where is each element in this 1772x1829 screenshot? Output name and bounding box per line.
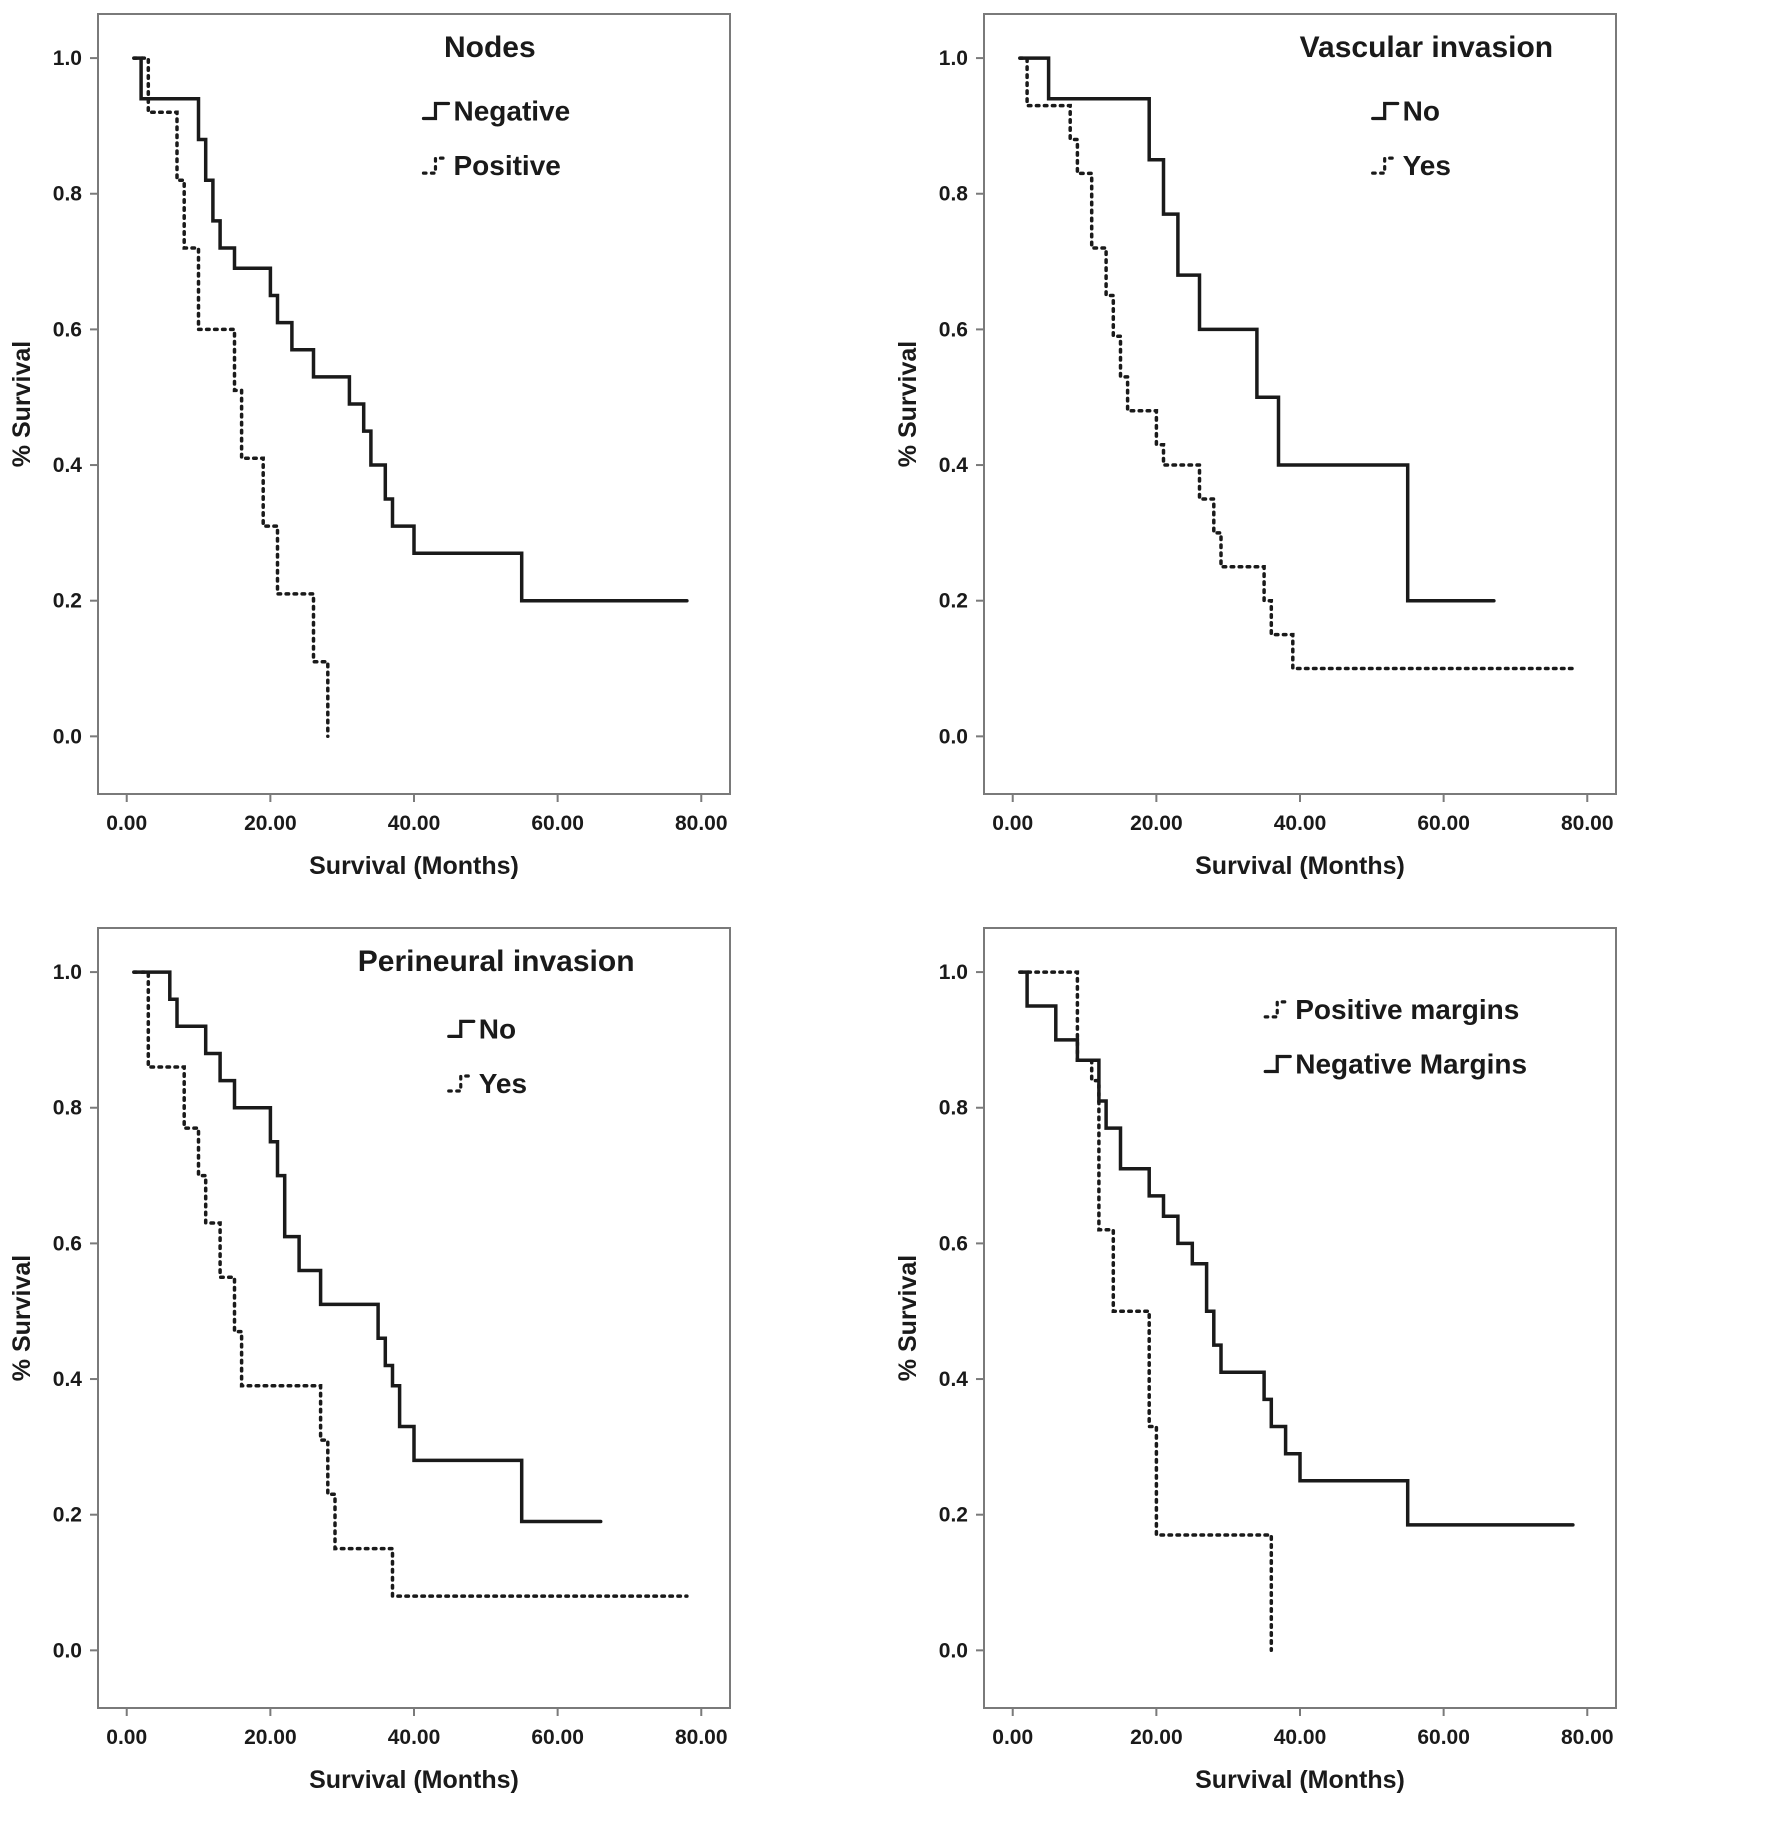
perineural-invasion-chart-svg: 0.00 20.00 40.00 60.00 80.00 0.0 0.2 0.4 0.6 0.8 1…	[8, 927, 731, 1794]
x-tick-label: 40.00	[388, 1726, 441, 1749]
x-tick-label: 20.00	[1130, 812, 1183, 835]
legend-key-solid	[1371, 101, 1400, 121]
chart-panel-perineural-invasion: 0.00 20.00 40.00 60.00 80.00 0.0 0.2 0.4 0.6 0.8 1…	[0, 914, 886, 1829]
survival-curve-no	[1018, 56, 1496, 603]
survival-curve-negative-margins	[1018, 970, 1575, 1527]
x-tick-label: 60.00	[531, 1726, 584, 1749]
y-axis-label: % Survival	[894, 1255, 922, 1381]
y-tick-label: 0.2	[53, 590, 82, 613]
x-axis-label: Survival (Months)	[1195, 852, 1405, 880]
legend-label: Yes	[1403, 150, 1451, 181]
y-tick-label: 0.8	[939, 183, 969, 206]
legend-label: No	[1403, 96, 1440, 127]
y-tick-label: 0.4	[939, 1368, 969, 1391]
y-tick-label: 0.8	[53, 183, 83, 206]
y-tick-label: 1.0	[939, 47, 968, 70]
chart-panel-vascular-invasion: 0.00 20.00 40.00 60.00 80.00 0.0 0.2 0.4 0.6 0.8 1…	[886, 0, 1772, 914]
y-tick-label: 1.0	[53, 961, 82, 984]
legend-title: Vascular invasion	[1300, 31, 1553, 64]
x-axis-label: Survival (Months)	[309, 1766, 519, 1794]
x-tick-label: 0.00	[106, 812, 147, 835]
y-axis-label: % Survival	[8, 1255, 36, 1381]
x-tick-label: 80.00	[675, 1726, 728, 1749]
margins-chart-svg: 0.00 20.00 40.00 60.00 80.00 0.0 0.2 0.4 0.6 0.8 1…	[894, 927, 1617, 1794]
vascular-invasion-chart-svg: 0.00 20.00 40.00 60.00 80.00 0.0 0.2 0.4 0.6 0.8 1…	[894, 13, 1617, 880]
x-tick-label: 80.00	[1561, 812, 1614, 835]
x-tick-label: 40.00	[1274, 812, 1327, 835]
y-tick-label: 0.0	[53, 1639, 82, 1662]
legend-key-solid	[447, 1019, 476, 1038]
y-tick-label: 0.2	[939, 590, 968, 613]
x-tick-label: 80.00	[1561, 1726, 1614, 1749]
legend-key-dotted	[421, 156, 451, 175]
legend-label: Yes	[479, 1068, 527, 1099]
plot-border	[97, 927, 731, 1709]
legend-key-dotted	[1263, 1000, 1292, 1019]
survival-curve-yes	[1018, 56, 1575, 671]
y-tick-label: 0.6	[53, 318, 82, 341]
x-tick-label: 20.00	[244, 1726, 297, 1749]
x-tick-label: 0.00	[992, 1726, 1033, 1749]
survival-curve-positive	[132, 56, 330, 739]
survival-curve-no	[132, 970, 603, 1524]
x-tick-label: 20.00	[1130, 1726, 1183, 1749]
y-tick-label: 0.4	[939, 454, 969, 477]
legend-key-dotted	[447, 1074, 476, 1093]
legend-key-solid	[421, 101, 451, 121]
x-tick-label: 60.00	[1417, 1726, 1470, 1749]
y-tick-label: 0.6	[939, 318, 968, 341]
legend-label: No	[479, 1013, 516, 1044]
legend-label: Positive	[453, 150, 560, 181]
y-axis-label: % Survival	[8, 341, 36, 467]
y-tick-label: 0.6	[53, 1232, 82, 1255]
x-axis-label: Survival (Months)	[1195, 1766, 1405, 1794]
y-tick-label: 0.2	[939, 1504, 968, 1527]
y-tick-label: 0.0	[939, 725, 968, 748]
survival-curve-yes	[132, 970, 689, 1598]
legend-title: Nodes	[444, 31, 536, 64]
y-tick-label: 0.8	[939, 1097, 969, 1120]
legend-label: Negative Margins	[1295, 1049, 1527, 1080]
plot-border	[97, 13, 731, 795]
legend-label: Negative	[453, 96, 570, 127]
x-tick-label: 40.00	[1274, 1726, 1327, 1749]
chart-panel-margins: 0.00 20.00 40.00 60.00 80.00 0.0 0.2 0.4 0.6 0.8 1…	[886, 914, 1772, 1829]
y-tick-label: 1.0	[53, 47, 82, 70]
x-axis-label: Survival (Months)	[309, 852, 519, 880]
x-tick-label: 80.00	[675, 812, 728, 835]
legend-title: Perineural invasion	[358, 945, 635, 978]
y-tick-label: 0.4	[53, 454, 83, 477]
x-tick-label: 0.00	[106, 1726, 147, 1749]
y-tick-label: 0.4	[53, 1368, 83, 1391]
x-tick-label: 20.00	[244, 812, 297, 835]
y-tick-label: 0.6	[939, 1232, 968, 1255]
legend-label: Positive margins	[1295, 994, 1519, 1025]
y-tick-label: 1.0	[939, 961, 968, 984]
y-tick-label: 0.0	[53, 725, 82, 748]
x-tick-label: 60.00	[1417, 812, 1470, 835]
plot-border	[983, 13, 1617, 795]
x-tick-label: 40.00	[388, 812, 441, 835]
y-tick-label: 0.2	[53, 1504, 82, 1527]
y-tick-label: 0.0	[939, 1639, 968, 1662]
chart-panel-nodes: 0.00 20.00 40.00 60.00 80.00 0.0 0.2 0.4 0.6 0.8 1…	[0, 0, 886, 914]
legend-key-solid	[1263, 1054, 1292, 1074]
x-tick-label: 60.00	[531, 812, 584, 835]
y-axis-label: % Survival	[894, 341, 922, 467]
survival-curve-negative	[132, 56, 689, 603]
y-tick-label: 0.8	[53, 1097, 83, 1120]
survival-curve-positive-margins	[1018, 970, 1274, 1653]
x-tick-label: 0.00	[992, 812, 1033, 835]
nodes-chart-svg: 0.00 20.00 40.00 60.00 80.00 0.0 0.2 0.4 0.6 0.8 1…	[8, 13, 731, 880]
legend-key-dotted	[1371, 156, 1400, 175]
